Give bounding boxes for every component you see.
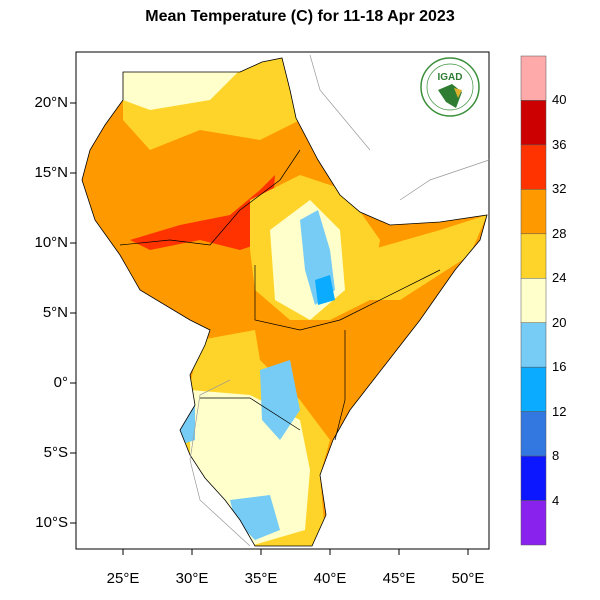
lat-label: 0° (53, 374, 68, 391)
lat-label: 15°N (34, 164, 68, 181)
colorbar-bin (520, 189, 547, 235)
colorbar-label: 36 (552, 136, 567, 152)
igad-logo: IGAD (420, 57, 480, 117)
colorbar (520, 55, 547, 546)
lon-label: 45°E (382, 570, 416, 587)
colorbar-label: 28 (552, 225, 567, 241)
colorbar-label: 32 (552, 181, 567, 197)
lon-label: 30°E (175, 570, 209, 587)
lon-label: 35°E (244, 570, 278, 587)
lon-label: 40°E (313, 570, 347, 587)
temperature-field (82, 58, 487, 546)
field-16-20-kenya (260, 360, 300, 440)
colorbar-label: 20 (552, 314, 567, 330)
colorbar-bin (520, 366, 547, 412)
field-16-20-tanzania (230, 495, 280, 540)
colorbar-bin (520, 100, 547, 146)
lon-label: 25°E (106, 570, 140, 587)
map-title: Mean Temperature (C) for 11-18 Apr 2023 (145, 8, 455, 25)
colorbar-label: 12 (552, 403, 567, 419)
country-borders (119, 149, 441, 441)
colorbar-bin (520, 322, 547, 368)
svg-text:IGAD: IGAD (438, 72, 463, 83)
colorbar-label: 16 (552, 359, 567, 375)
colorbar-bin (520, 278, 547, 323)
field-20-24-north (123, 70, 240, 110)
axis-ticks (70, 102, 469, 555)
field-12-16-highlands (315, 275, 335, 305)
field-32-36 (130, 175, 275, 250)
colorbar-label: 40 (552, 92, 567, 108)
lat-label: 5°S (43, 444, 68, 461)
region-outline (81, 57, 488, 547)
lat-label: 10°N (34, 234, 68, 251)
field-24-28-somalia (360, 215, 487, 300)
lat-label: 5°N (42, 304, 68, 321)
lat-label: 10°S (35, 514, 68, 531)
colorbar-bin (520, 55, 547, 101)
outside-borders (189, 54, 490, 547)
colorbar-bin (520, 500, 547, 546)
colorbar-label: 8 (552, 448, 560, 464)
colorbar-bin (520, 144, 547, 190)
colorbar-bin (520, 233, 547, 279)
lat-label: 20°N (34, 94, 68, 111)
colorbar-bin (520, 455, 547, 501)
colorbar-label: 4 (552, 492, 560, 508)
colorbar-bin (520, 411, 547, 457)
lon-label: 50°E (451, 570, 485, 587)
colorbar-label: 24 (552, 270, 567, 286)
